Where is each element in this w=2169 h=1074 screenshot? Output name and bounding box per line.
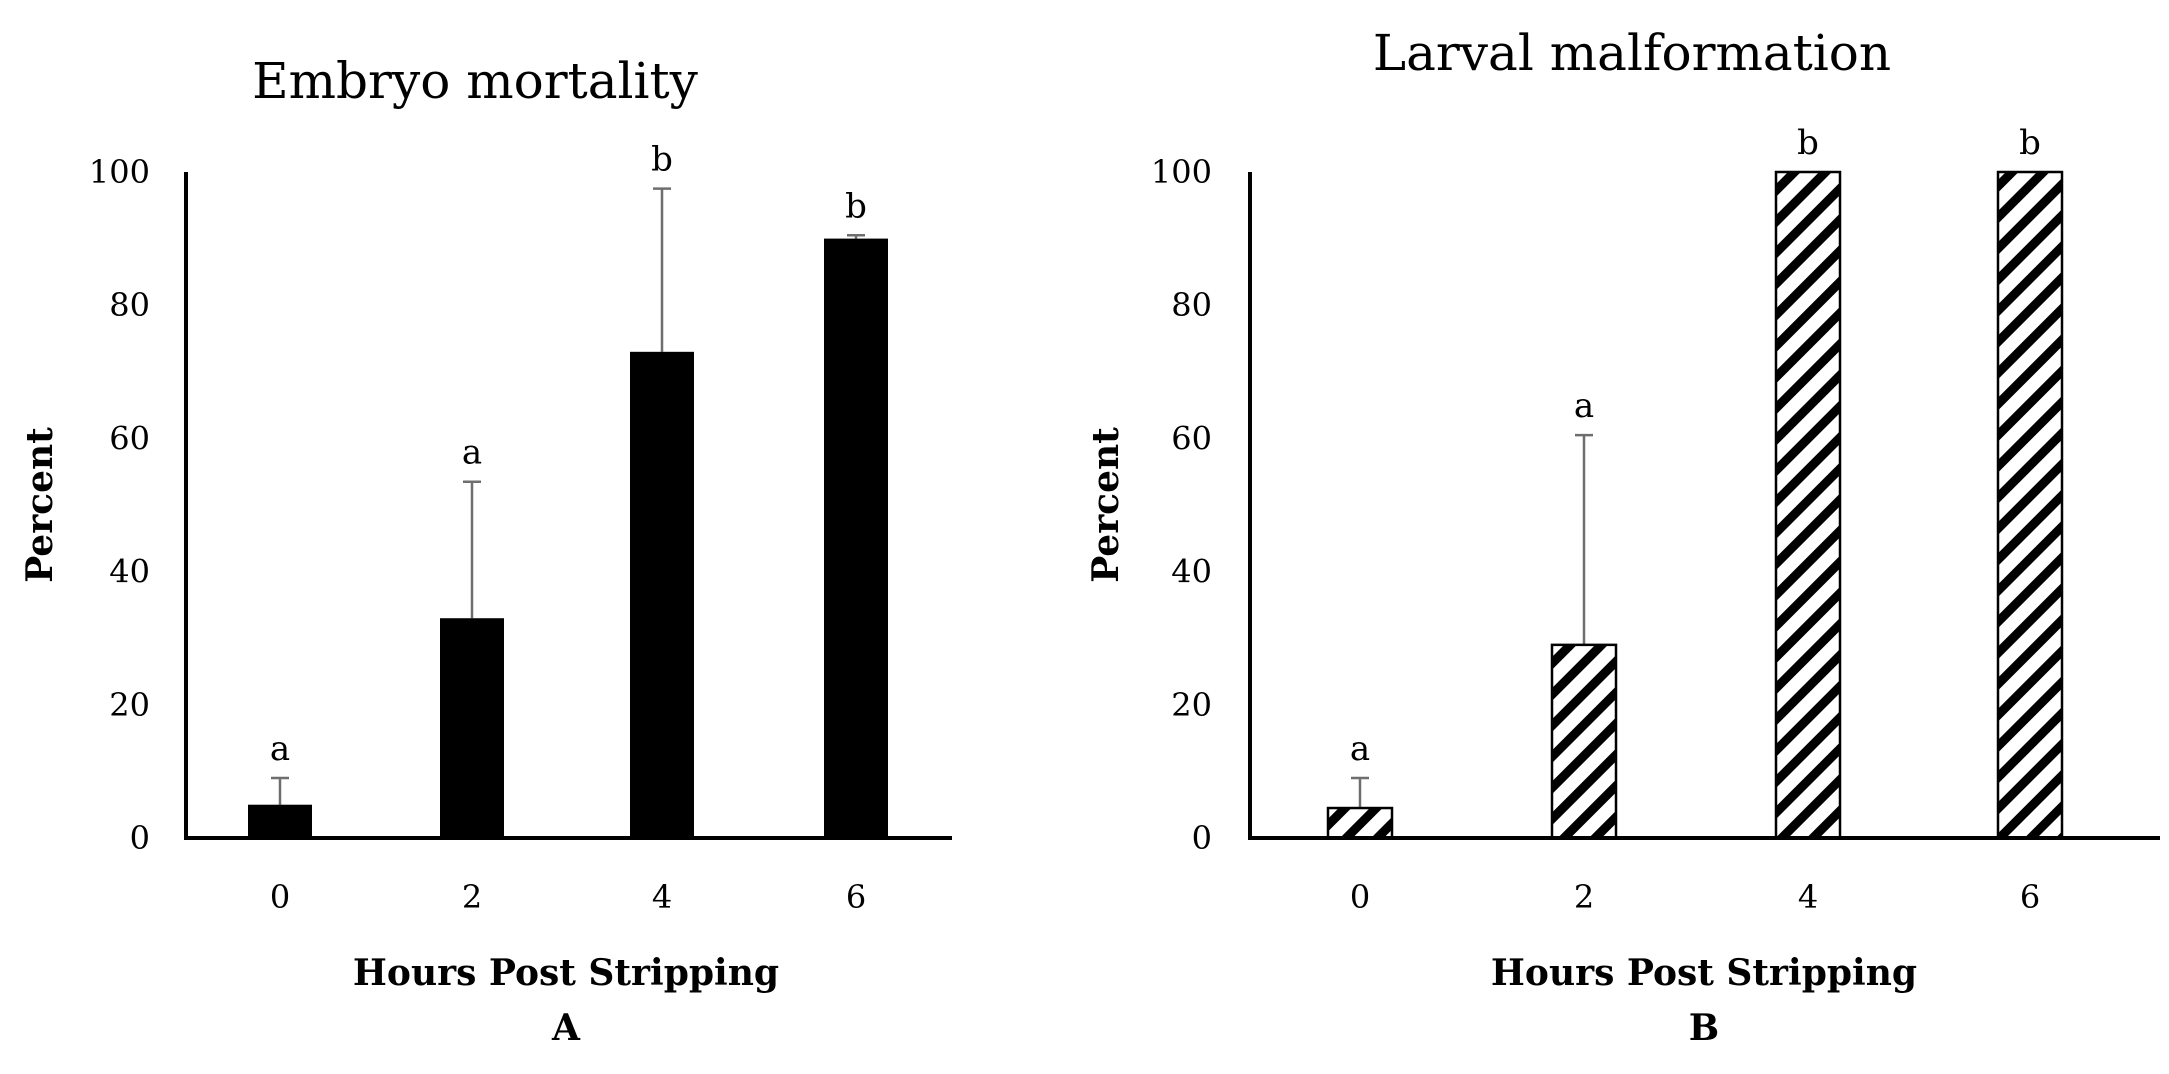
chart-a-y-tick: 80 [109, 286, 150, 324]
chart-a-bar [824, 238, 888, 839]
chart-b-y-tick: 0 [1192, 819, 1212, 857]
chart-b-y-tick: 80 [1171, 286, 1212, 324]
chart-b-bar [1326, 806, 1394, 840]
chart-a-y-tick: 0 [130, 819, 150, 857]
chart-b-significance-label: a [1574, 386, 1594, 426]
chart-a-significance-label: b [651, 140, 673, 180]
chart-a-x-tick: 6 [846, 878, 866, 916]
chart-a-x-tick: 4 [652, 878, 672, 916]
chart-a-x-tick: 2 [462, 878, 482, 916]
chart-a-bar [630, 351, 694, 838]
panel-b: Larval malformation 0 20 40 60 80 100 0 a 2 a 4 b 6 b… [1085, 24, 2160, 1049]
chart-b-plot: 0 20 40 60 80 100 0 a 2 a 4 b 6 b [1151, 123, 2064, 916]
chart-b-x-label: Hours Post Stripping [1491, 952, 1917, 994]
chart-a-x-label: Hours Post Stripping [353, 952, 779, 994]
chart-b-y-tick: 60 [1171, 419, 1212, 457]
chart-a-significance-label: b [845, 186, 867, 226]
panel-a: Embryo mortality 0 20 40 60 80 100 0 a 2 a 4 b 6 b Pe… [19, 52, 952, 1049]
chart-a-x-tick: 0 [270, 878, 290, 916]
chart-b-x-tick: 2 [1574, 878, 1594, 916]
chart-b-title: Larval malformation [1373, 24, 1891, 82]
chart-b-y-tick: 40 [1171, 553, 1212, 591]
chart-b-panel-label: B [1689, 1007, 1719, 1049]
chart-a-y-tick: 100 [89, 153, 150, 191]
chart-a-significance-label: a [270, 729, 290, 769]
chart-b-x-tick: 4 [1798, 878, 1818, 916]
chart-a-panel-label: A [551, 1007, 581, 1049]
chart-b-significance-label: a [1350, 729, 1370, 769]
chart-a-bar [248, 804, 312, 838]
chart-a-y-tick: 60 [109, 419, 150, 457]
chart-a-significance-label: a [462, 433, 482, 473]
chart-b-bar [1550, 643, 1618, 840]
chart-b-y-label: Percent [1085, 427, 1127, 583]
chart-b-bar [1996, 170, 2064, 840]
chart-b-significance-label: b [2019, 123, 2041, 163]
chart-a-plot: 0 20 40 60 80 100 0 a 2 a 4 b 6 b [89, 140, 888, 916]
chart-a-y-label: Percent [19, 427, 61, 583]
chart-b-x-tick: 6 [2020, 878, 2040, 916]
chart-a-y-tick: 40 [109, 553, 150, 591]
chart-a-bar [440, 618, 504, 838]
chart-b-significance-label: b [1797, 123, 1819, 163]
chart-b-bar [1774, 170, 1842, 840]
chart-b-y-tick: 20 [1171, 686, 1212, 724]
chart-a-y-tick: 20 [109, 686, 150, 724]
chart-b-x-tick: 0 [1350, 878, 1370, 916]
chart-b-y-tick: 100 [1151, 153, 1212, 191]
chart-a-title: Embryo mortality [252, 52, 698, 110]
